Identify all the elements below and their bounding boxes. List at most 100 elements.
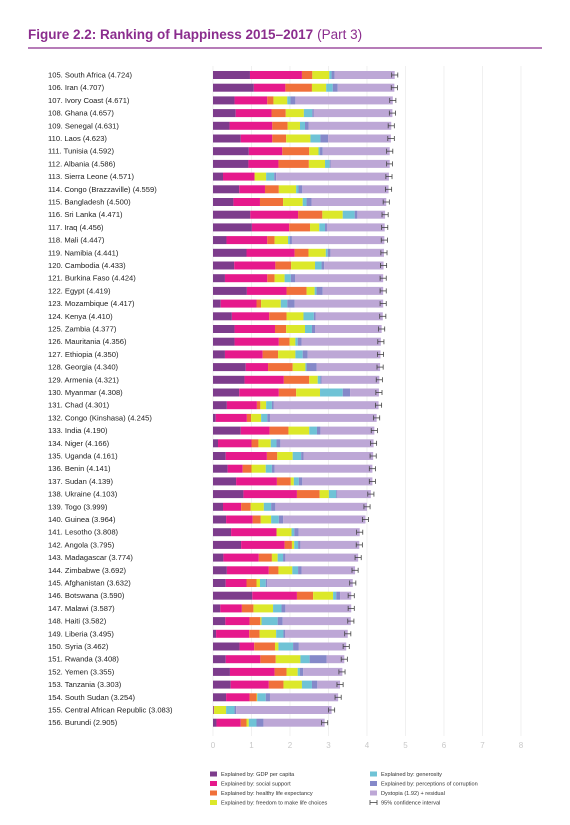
bar-segment (285, 541, 292, 549)
category-label: 115. Bangladesh (4.500) (48, 198, 131, 207)
bar-segment (246, 719, 248, 727)
bar-segment (327, 223, 385, 231)
bar-segment (214, 706, 226, 714)
bar-segment (213, 71, 250, 79)
bar-segment (247, 287, 287, 295)
bar-segment (213, 554, 223, 562)
bar-segment (213, 643, 240, 651)
bar-segment (286, 135, 310, 143)
bar-segment (320, 376, 321, 384)
bar-segment (260, 655, 275, 663)
bar-segment (213, 160, 248, 168)
category-label: 114. Congo (Brazzaville) (4.559) (48, 185, 157, 194)
category-label: 131. Chad (4.301) (48, 401, 110, 410)
category-label: 118. Mali (4.447) (48, 236, 105, 245)
bar-segment (336, 592, 340, 600)
bar-segment (290, 338, 296, 346)
bar-segment (291, 477, 294, 485)
bar-segment (235, 338, 279, 346)
bar-segment (297, 592, 313, 600)
bar-segment (257, 579, 260, 587)
bar-segment (309, 427, 317, 435)
bar-segment (284, 376, 309, 384)
bar-segment (266, 401, 272, 409)
bar-segment (343, 211, 355, 219)
bar-segment (228, 465, 243, 473)
bar-segment (272, 465, 275, 473)
bar-segment (288, 427, 309, 435)
bar-segment (288, 236, 290, 244)
bar-segment (315, 287, 317, 295)
bar-segment (312, 198, 387, 206)
bar-segment (283, 516, 365, 524)
bar-segment (258, 439, 270, 447)
bar-segment (280, 439, 373, 447)
bar-segment (272, 401, 274, 409)
bar-segment (213, 655, 226, 663)
bar-segment (255, 173, 267, 181)
bar-segment (260, 579, 266, 587)
bar-segment (213, 376, 245, 384)
bar-segment (213, 300, 221, 308)
bar-segment (277, 439, 281, 447)
bar-segment (257, 693, 265, 701)
category-label: 126. Mauritania (4.356) (48, 337, 127, 346)
bar-segment (285, 554, 358, 562)
bar-segment (308, 249, 325, 257)
bar-segment (298, 338, 302, 346)
bar-segment (305, 325, 312, 333)
bar-segment (293, 363, 306, 371)
category-label: 128. Georgia (4.340) (48, 363, 119, 372)
bar-segment (213, 541, 241, 549)
category-label: 148. Haiti (3.582) (48, 617, 107, 626)
category-label: 139. Togo (3.999) (48, 502, 108, 511)
bar-segment (302, 71, 312, 79)
bar-segment (232, 312, 269, 320)
subtitle: (Part 3) (317, 27, 362, 42)
bar-segment (317, 427, 320, 435)
bar-segment (276, 630, 283, 638)
bar-segment (309, 147, 318, 155)
bar-segment (275, 274, 285, 282)
bar-segment (274, 173, 276, 181)
category-label: 121. Burkina Faso (4.424) (48, 274, 136, 283)
legend-label: 95% confidence interval (381, 800, 440, 806)
bar-segment (302, 338, 381, 346)
bar-segment (241, 541, 285, 549)
bar-segment (357, 211, 385, 219)
category-label: 107. Ivory Coast (4.671) (48, 96, 130, 105)
bar-segment (275, 668, 287, 676)
bar-segment (324, 262, 383, 270)
category-label: 113. Sierra Leone (4.571) (48, 172, 134, 181)
bar-segment (233, 198, 260, 206)
category-label: 132. Congo (Kinshasa) (4.245) (48, 413, 152, 422)
bar-segment (285, 274, 291, 282)
bar-segment (235, 325, 275, 333)
bar-segment (316, 312, 383, 320)
chart-title: Figure 2.2: Ranking of Happiness 2015–20… (28, 27, 362, 42)
bar-segment (226, 655, 261, 663)
bar-segment (261, 516, 271, 524)
bar-segment (249, 147, 282, 155)
bar-segment (300, 541, 359, 549)
bar-segment (213, 516, 226, 524)
bar-segment (257, 719, 264, 727)
category-label: 134. Niger (4.166) (48, 439, 110, 448)
bar-segment (297, 490, 320, 498)
bar-segment (213, 363, 246, 371)
bar-segment (269, 312, 286, 320)
legend-label: Explained by: freedom to make life choic… (221, 800, 328, 806)
bar-segment (312, 109, 314, 117)
bar-segment (333, 84, 338, 92)
bar-segment (287, 300, 294, 308)
category-label: 156. Burundi (2.905) (48, 718, 118, 727)
bar-segment (236, 477, 277, 485)
bar-segment (296, 389, 320, 397)
bar-segment (213, 312, 232, 320)
bar-segment (213, 630, 216, 638)
bar-segment (251, 414, 261, 422)
category-label: 127. Ethiopia (4.350) (48, 350, 119, 359)
bar-segment (283, 617, 351, 625)
bar-segment (285, 84, 312, 92)
bar-segment (277, 452, 292, 460)
